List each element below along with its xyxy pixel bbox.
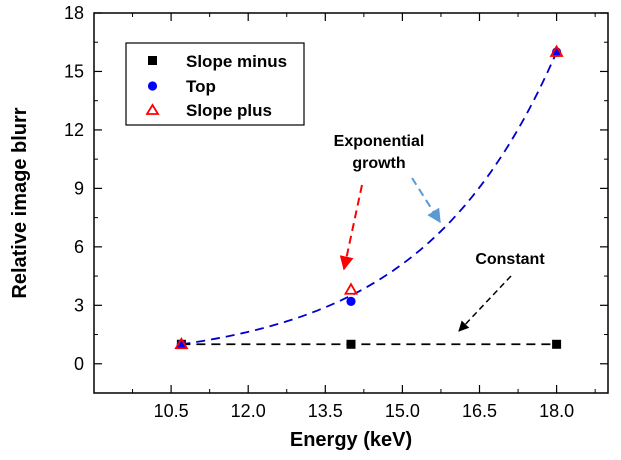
x-axis-title: Energy (keV) xyxy=(290,429,412,451)
point-slope-plus xyxy=(549,44,564,57)
point-top xyxy=(346,296,356,307)
x-tick-label: 12.0 xyxy=(231,401,266,421)
annotation-exponential-line1: Exponential xyxy=(334,133,425,150)
annotation-arrow-red xyxy=(339,184,363,271)
legend-label-top: Top xyxy=(186,77,216,96)
point-slope-plus xyxy=(343,282,359,295)
point-slope-minus xyxy=(552,339,562,349)
x-tick-label: 18.0 xyxy=(539,401,574,421)
annotation-arrow-light-blue xyxy=(411,177,441,224)
y-tick-label: 3 xyxy=(74,295,84,315)
y-axis-title: Relative image blurr xyxy=(9,107,31,298)
x-tick-label: 10.5 xyxy=(154,401,189,421)
y-tick-label: 9 xyxy=(74,178,84,198)
legend-label-slope-minus: Slope minus xyxy=(186,52,287,71)
plot-frame xyxy=(93,12,609,394)
x-tick-label: 16.5 xyxy=(462,401,497,421)
y-tick-label: 18 xyxy=(64,3,84,23)
y-tick-label: 6 xyxy=(74,237,84,257)
y-tick-label: 15 xyxy=(64,61,84,81)
legend: Slope minus Top Slope plus xyxy=(125,42,305,126)
fit-curve-exponential xyxy=(181,51,558,346)
x-tick-label: 15.0 xyxy=(385,401,420,421)
point-slope-minus xyxy=(346,339,356,349)
legend-marker-slope-plus xyxy=(145,103,160,115)
legend-marker-slope-minus xyxy=(148,56,157,65)
axis-ticks: 10.5 12.0 13.5 15.0 16.5 18.0 0 3 6 9 12 15 18 xyxy=(64,3,608,421)
fit-curves xyxy=(181,51,558,346)
data-markers xyxy=(174,44,564,350)
annotation-constant-label: Constant xyxy=(475,251,545,268)
x-tick-label: 13.5 xyxy=(308,401,343,421)
annotation-arrow-black xyxy=(458,275,512,332)
annotation-constant: Constant xyxy=(458,251,545,332)
annotation-exponential-growth: Exponential growth xyxy=(334,133,441,271)
point-slope-plus xyxy=(174,336,189,350)
y-tick-label: 0 xyxy=(74,354,84,374)
y-tick-label: 12 xyxy=(64,120,84,140)
annotation-exponential-line2: growth xyxy=(352,155,405,172)
legend-label-slope-plus: Slope plus xyxy=(186,101,272,120)
legend-marker-top xyxy=(147,81,158,91)
